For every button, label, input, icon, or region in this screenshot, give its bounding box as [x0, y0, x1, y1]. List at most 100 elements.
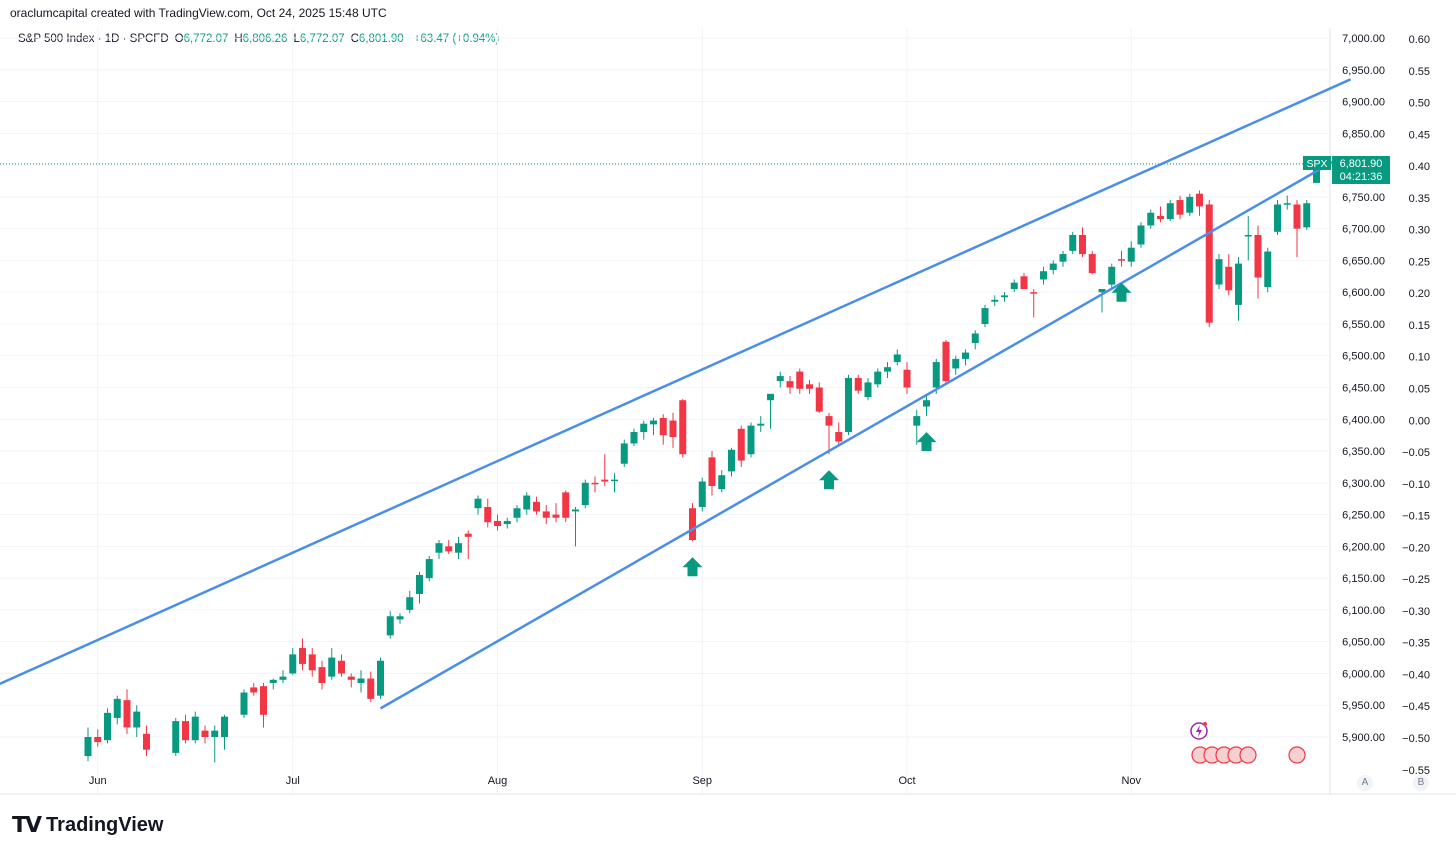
tradingview-brand: 𝗧𝗩 TradingView [12, 812, 164, 838]
candle-body [786, 381, 794, 388]
candle [981, 304, 989, 328]
candle-body [104, 712, 111, 741]
price-axis[interactable]: 7,000.006,950.006,900.006,850.006,800.00… [1342, 33, 1385, 744]
candle-body [542, 511, 550, 518]
candle-body [776, 376, 784, 382]
candle [1001, 292, 1008, 302]
candle [240, 689, 248, 718]
percent-tick-label: 0.50 [1409, 98, 1430, 110]
percent-tick-label: 0.40 [1409, 161, 1430, 173]
candle-body [1108, 266, 1116, 285]
candle-body [172, 721, 180, 753]
candle-body [416, 574, 423, 595]
candle [1264, 247, 1272, 293]
candle [669, 412, 677, 448]
percent-tick-label: 0.30 [1409, 225, 1430, 237]
candle-body [94, 737, 102, 743]
candle [143, 725, 150, 757]
time-tick-label: Jun [89, 775, 107, 787]
price-tick-label: 6,050.00 [1342, 637, 1385, 649]
candle [1235, 257, 1242, 321]
candle [1244, 215, 1252, 261]
candle [1157, 206, 1164, 223]
candle-body [864, 382, 872, 398]
event-markers[interactable] [1190, 722, 1306, 764]
candle-body [669, 420, 677, 438]
candle-body [1147, 212, 1155, 226]
candle-body [406, 597, 414, 610]
change-value: +63.47 (+0.94%) [413, 33, 500, 45]
candle [952, 355, 960, 375]
candle [591, 476, 599, 493]
candle-body [572, 509, 579, 512]
candle-body [611, 479, 618, 482]
candle [84, 727, 92, 762]
candle-body [367, 678, 375, 699]
candle-body [143, 733, 150, 750]
candle-body [503, 520, 511, 525]
candle-body [1225, 266, 1233, 291]
candle [650, 418, 657, 436]
percent-tick-label: 0.35 [1409, 193, 1430, 205]
candle [1293, 200, 1301, 258]
price-tick-label: 6,550.00 [1342, 319, 1385, 331]
percent-tick-label: −0.40 [1402, 669, 1430, 681]
candle [221, 714, 228, 750]
price-chart[interactable]: 7,000.006,950.006,900.006,850.006,800.00… [0, 0, 1456, 800]
percent-tick-label: −0.30 [1402, 606, 1430, 618]
candle [1176, 195, 1184, 220]
candle-body [601, 479, 609, 482]
log-scale-button[interactable]: B [1413, 775, 1429, 791]
candle [718, 470, 726, 493]
earnings-flash-icon[interactable] [1190, 722, 1208, 740]
candle [1040, 266, 1047, 285]
candle-body [1098, 289, 1106, 293]
percent-tick-label: 0.05 [1409, 384, 1430, 396]
candle-body [201, 730, 209, 737]
candle [484, 498, 492, 528]
candle [1254, 225, 1262, 299]
candle [94, 729, 102, 747]
candle [1079, 227, 1086, 258]
candle [542, 505, 550, 525]
candle [1108, 263, 1116, 290]
candle-body [464, 533, 472, 537]
candle [620, 439, 628, 467]
candle-body [893, 354, 901, 363]
candle [1205, 200, 1213, 328]
candle-body [357, 678, 365, 683]
symbol-title[interactable]: S&P 500 Index · 1D · SPCFD [18, 33, 169, 45]
candle-body [874, 371, 882, 385]
candle [659, 414, 667, 445]
close-value: 6,801.90 [358, 33, 404, 45]
auto-scale-button[interactable]: A [1357, 775, 1373, 791]
candle [494, 514, 501, 531]
candle-body [962, 352, 969, 359]
candle [806, 379, 813, 394]
candle [893, 349, 901, 366]
candle-body [737, 428, 745, 461]
candle-body [1127, 247, 1135, 262]
candle-body [728, 449, 735, 472]
candle-body [1069, 234, 1077, 251]
candle [903, 362, 911, 394]
ohlc-legend: S&P 500 Index · 1D · SPCFD O6,772.07 H6,… [18, 33, 499, 45]
us-economic-events-icon[interactable] [1191, 746, 1306, 764]
candle [1196, 190, 1203, 216]
candle-body [796, 371, 804, 389]
time-tick-label: Jul [286, 775, 300, 787]
grid-lines [0, 28, 1330, 794]
time-axis[interactable]: ayJunJulAugSepOctNov [0, 775, 1142, 787]
price-tick-label: 6,500.00 [1342, 351, 1385, 363]
trendlines[interactable] [0, 78, 1352, 710]
candle [942, 339, 950, 385]
percent-tick-label: 0.00 [1409, 415, 1430, 427]
candle [1186, 193, 1194, 216]
price-tag-countdown: 04:21:36 [1340, 171, 1383, 183]
price-tag: SPX 6,801.90 04:21:36 [1303, 156, 1390, 184]
candle-body [708, 457, 716, 486]
candle [1020, 273, 1028, 290]
candle-body [903, 369, 911, 388]
candle-body [299, 648, 306, 664]
tradingview-logo-icon: 𝗧𝗩 [12, 812, 42, 837]
